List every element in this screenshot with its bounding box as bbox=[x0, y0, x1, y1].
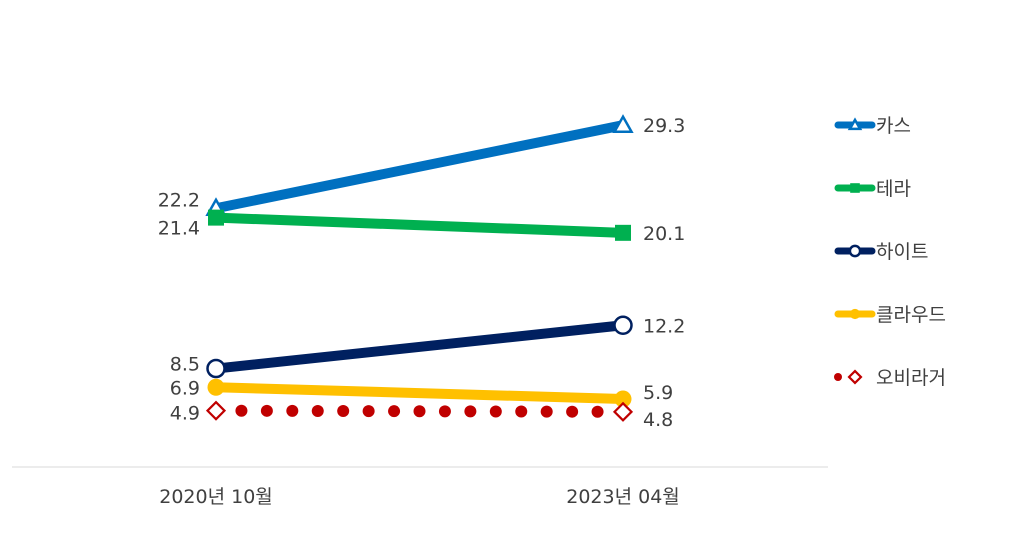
data-label-layer: 22.2 29.3 21.4 20.1 8.5 12.2 6.9 5.9 4.9 4.8 bbox=[158, 115, 686, 431]
series-5-dot bbox=[438, 405, 451, 418]
data-label: 6.9 bbox=[170, 377, 200, 399]
series-4-line bbox=[211, 382, 628, 404]
series-5-dot bbox=[591, 405, 604, 418]
legend-item-2: 테라 bbox=[834, 178, 911, 200]
legend-item-3: 하이트 bbox=[834, 241, 928, 263]
series-4-point-2 bbox=[614, 390, 632, 408]
legend-item-4: 클라우드 bbox=[834, 304, 946, 326]
series-layer bbox=[205, 114, 634, 422]
series-5-dot bbox=[286, 404, 299, 417]
series-3-point-2 bbox=[613, 315, 633, 336]
legend-swatch-marker bbox=[847, 117, 863, 131]
legend-item-1: 카스 bbox=[834, 115, 911, 137]
data-label: 4.9 bbox=[170, 403, 200, 425]
x-tick-layer: 2020년 10월 2023년 04월 bbox=[159, 486, 680, 508]
series-2-point-2 bbox=[615, 224, 631, 241]
series-5 bbox=[205, 400, 634, 422]
series-5-dot bbox=[413, 405, 426, 418]
data-label: 20.1 bbox=[643, 223, 685, 245]
series-1 bbox=[205, 114, 634, 217]
series-5-point-1 bbox=[205, 400, 227, 421]
legend-label: 하이트 bbox=[876, 241, 928, 263]
series-1-point-2 bbox=[612, 114, 634, 133]
series-5-dot bbox=[388, 405, 401, 418]
legend-label: 테라 bbox=[876, 178, 911, 200]
series-3-line bbox=[211, 320, 628, 374]
series-5-dot bbox=[464, 405, 477, 418]
series-5-dot bbox=[362, 405, 375, 418]
data-label: 12.2 bbox=[643, 315, 685, 337]
series-5-dot bbox=[260, 404, 273, 417]
legend-label: 카스 bbox=[876, 115, 911, 137]
series-5-point-2 bbox=[612, 401, 634, 422]
series-5-dot bbox=[311, 404, 324, 417]
data-label: 22.2 bbox=[158, 189, 200, 211]
x-tick-label: 2020년 10월 bbox=[159, 486, 273, 508]
data-label: 5.9 bbox=[643, 382, 673, 404]
data-label: 4.8 bbox=[643, 409, 673, 431]
series-4 bbox=[207, 378, 632, 408]
data-label: 29.3 bbox=[643, 115, 685, 137]
series-5-dot bbox=[515, 405, 528, 418]
series-1-line bbox=[211, 120, 628, 214]
series-3 bbox=[206, 315, 633, 379]
series-2-line bbox=[211, 212, 628, 238]
data-label: 8.5 bbox=[170, 354, 200, 376]
series-5-dot bbox=[540, 405, 553, 418]
legend-swatch-marker bbox=[847, 369, 863, 385]
series-5-dot bbox=[566, 405, 579, 418]
series-2 bbox=[208, 209, 631, 241]
legend-swatch-marker bbox=[848, 244, 862, 258]
legend-swatch-dot bbox=[834, 373, 842, 381]
legend-item-5: 오비라거 bbox=[834, 367, 946, 389]
x-tick-label: 2023년 04월 bbox=[566, 486, 680, 508]
legend-swatch-marker bbox=[850, 183, 860, 193]
series-5-dot bbox=[337, 405, 350, 418]
series-4-point-1 bbox=[207, 378, 225, 396]
legend-label: 클라우드 bbox=[876, 304, 946, 326]
series-5-dot bbox=[235, 404, 248, 417]
series-2-point-1 bbox=[208, 209, 224, 226]
legend-label: 오비라거 bbox=[876, 367, 946, 389]
data-label: 21.4 bbox=[158, 218, 200, 240]
legend-swatch-marker bbox=[849, 308, 861, 320]
series-5-dot bbox=[489, 405, 502, 418]
series-3-point-1 bbox=[206, 358, 226, 379]
